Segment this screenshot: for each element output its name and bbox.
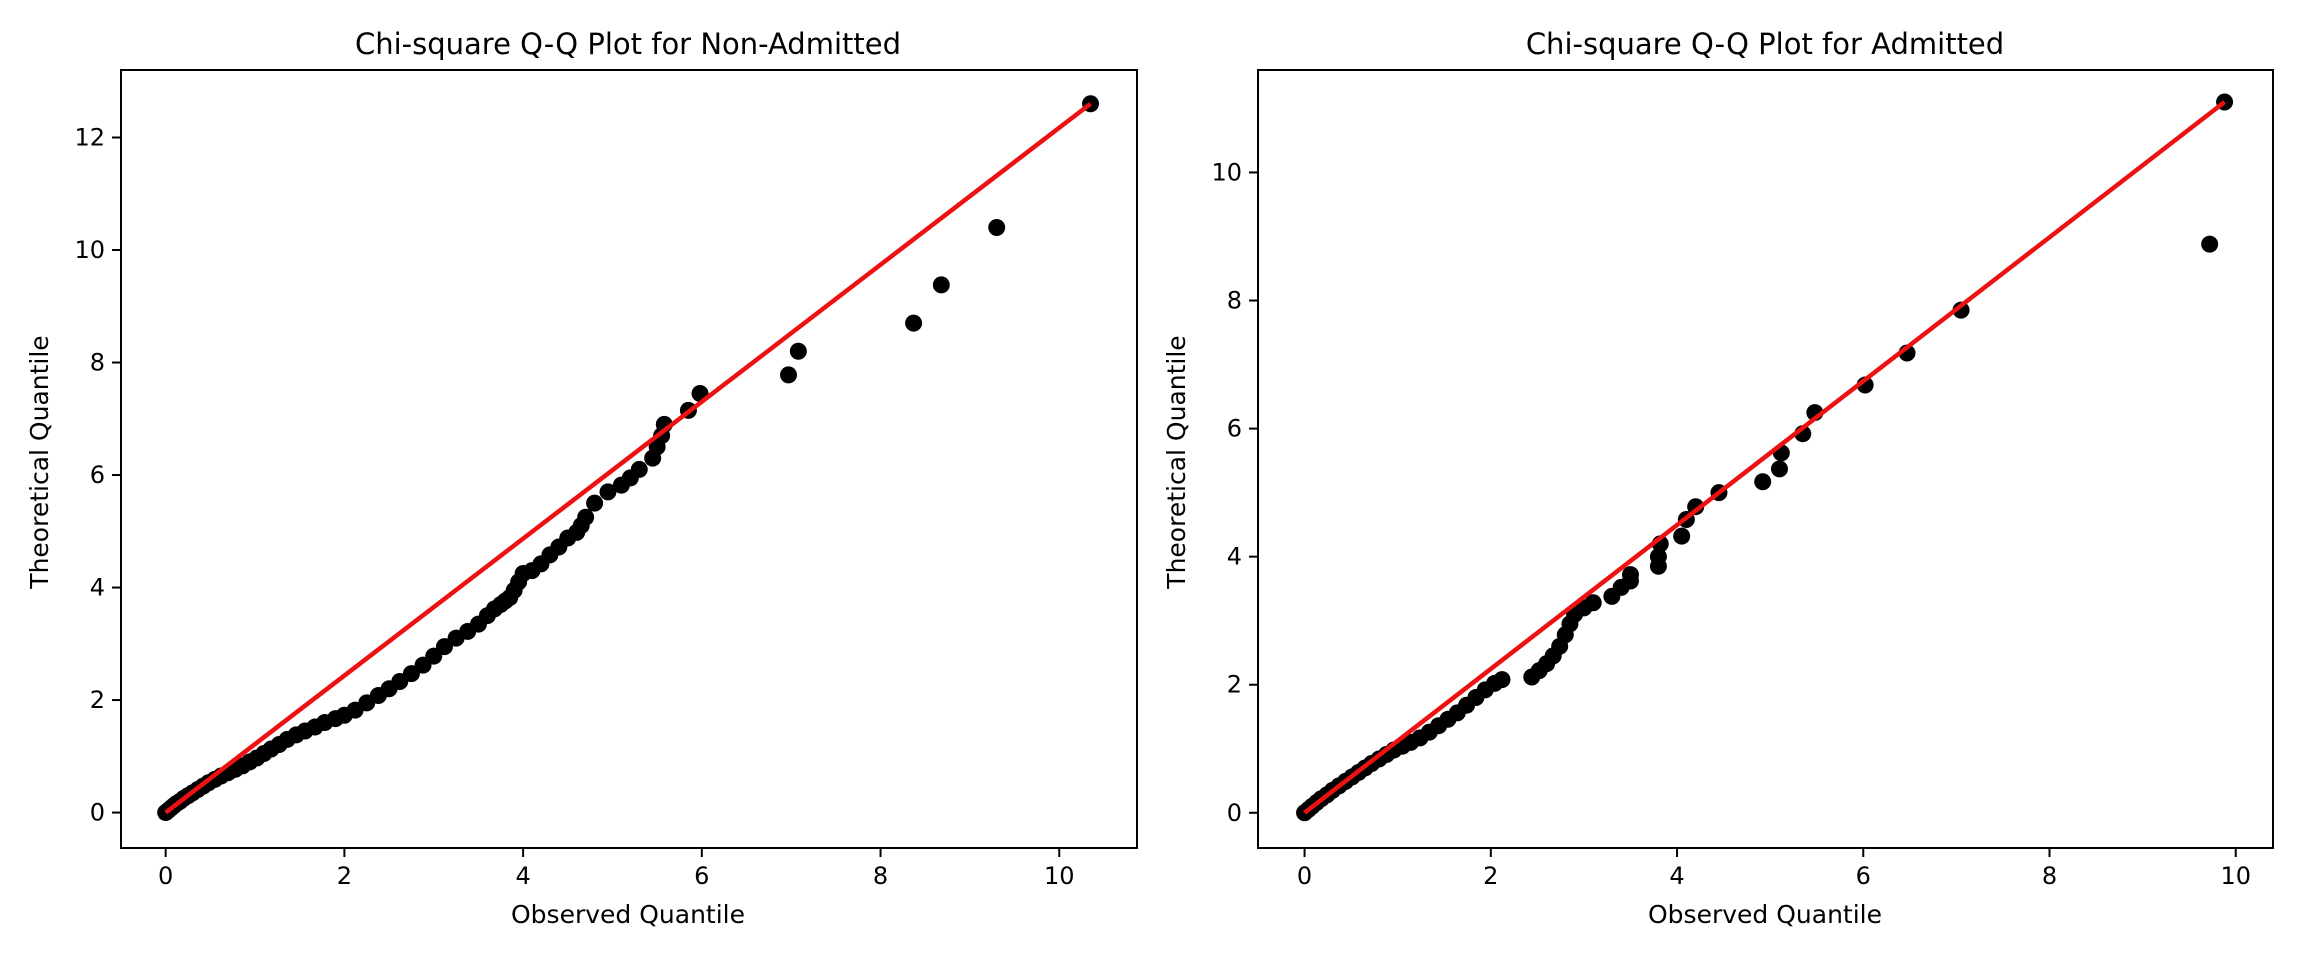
x-tick-label: 6 [694,862,709,890]
x-tick-label: 2 [1483,862,1498,890]
y-tick-label: 10 [74,236,105,264]
x-tick-label: 6 [1856,862,1871,890]
data-point [1770,460,1788,478]
data-point [780,366,798,384]
y-axis-label: Theoretical Quantile [1162,335,1191,589]
tick-layer: 0 2 4 6 8 10 0 2 4 6 8 10 [1211,158,2251,890]
tick-layer: 0 2 4 6 8 10 0 2 4 6 8 10 12 [74,124,1074,890]
x-tick-label: 2 [337,862,352,890]
y-tick-label: 8 [1227,287,1242,315]
x-tick-label: 8 [2042,862,2057,890]
x-tick-label: 10 [2220,862,2251,890]
chart-admitted: Chi-square Q-Q Plot for Admitted Observe… [1162,27,2274,929]
y-axis-label: Theoretical Quantile [25,335,54,589]
data-point [905,314,923,332]
data-point [630,460,648,478]
x-tick-label: 4 [515,862,530,890]
y-tick-label: 2 [1227,671,1242,699]
data-point [1493,671,1511,689]
data-point [988,219,1006,237]
data-point [586,494,604,512]
y-tick-label: 6 [1227,415,1242,443]
x-axis-label: Observed Quantile [1648,900,1882,929]
y-tick-label: 4 [90,574,105,602]
reference-line [1303,100,2226,815]
y-tick-label: 0 [1227,799,1242,827]
x-tick-label: 0 [1297,862,1312,890]
data-point [2201,235,2219,253]
plot-frame [1257,69,2274,849]
data-point [1621,566,1639,584]
y-tick-label: 0 [90,799,105,827]
x-tick-label: 8 [873,862,888,890]
data-point [1754,473,1772,491]
y-tick-label: 12 [74,124,105,152]
y-tick-label: 2 [90,686,105,714]
reference-line [164,101,1092,815]
chart-title: Chi-square Q-Q Plot for Non-Admitted [355,27,901,61]
data-point [599,483,617,501]
data-point [1584,594,1602,612]
points-layer [1296,93,2234,822]
y-tick-label: 8 [90,349,105,377]
x-tick-label: 10 [1044,862,1075,890]
data-point [1952,301,1970,319]
data-point [1673,527,1691,545]
y-tick-label: 10 [1211,158,1242,186]
chart-title: Chi-square Q-Q Plot for Admitted [1526,27,2004,61]
data-point [1649,548,1667,566]
points-layer [157,95,1100,822]
x-tick-label: 0 [158,862,173,890]
data-point [1687,498,1705,516]
plot-frame [120,69,1138,849]
data-point [577,508,595,526]
y-tick-label: 6 [90,461,105,489]
data-point [789,342,807,360]
y-tick-label: 4 [1227,543,1242,571]
x-axis-label: Observed Quantile [511,900,745,929]
x-tick-label: 4 [1669,862,1684,890]
chart-non-admitted: Chi-square Q-Q Plot for Non-Admitted Obs… [25,27,1138,929]
data-point [932,276,950,294]
